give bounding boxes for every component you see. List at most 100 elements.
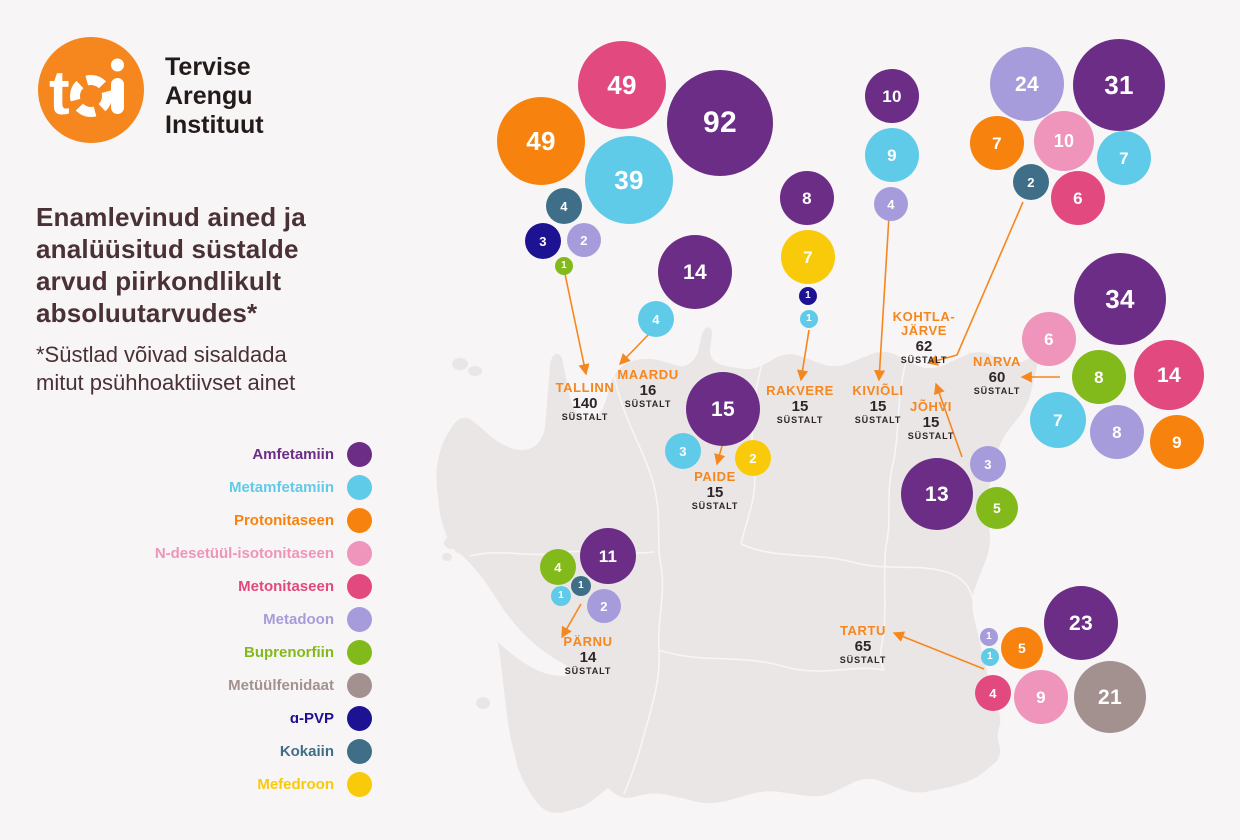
city-syringe-count: 62 [915, 338, 933, 355]
legend-color-dot [347, 574, 372, 599]
bubble-tartu-n_desetuul: 9 [1014, 670, 1068, 724]
bubble-tartu-metonitaseen: 4 [975, 675, 1011, 711]
bubble-pärnu-kokaiin: 1 [571, 576, 591, 596]
bubble-narva-n_desetuul: 6 [1022, 312, 1076, 366]
city-syringe-count: 15 [869, 398, 887, 415]
city-unit-label: SÜSTALT [900, 355, 948, 365]
legend-color-dot [347, 739, 372, 764]
city-label-tartu: TARTU 65 SÜSTALT [793, 624, 933, 666]
city-name: TALLINN [555, 380, 615, 395]
legend-item-amfetamiin: Amfetamiin [100, 438, 372, 471]
legend-color-dot [347, 706, 372, 731]
logo-letter-i-stem [111, 78, 124, 114]
bubble-kiviõli-metadoon: 4 [874, 187, 908, 221]
city-label-maardu: MAARDU 16 SÜSTALT [578, 368, 718, 410]
logo-letter-t: t [49, 59, 70, 128]
city-syringe-count: 15 [706, 484, 724, 501]
city-syringe-count: 15 [922, 414, 940, 431]
bubble-tallinn-protonitaseen: 49 [497, 97, 585, 185]
leader-line-kiviõli [874, 215, 890, 382]
legend-item-metuulfenidaat: Metüülfenidaat [100, 669, 372, 702]
bubble-tallinn-a_pvp: 3 [525, 223, 561, 259]
brand-line-3: Instituut [165, 111, 264, 139]
city-syringe-count: 65 [854, 638, 872, 655]
bubble-tallinn-metadoon: 2 [567, 223, 601, 257]
bubble-narva-metonitaseen: 14 [1134, 340, 1204, 410]
city-syringe-count: 16 [639, 382, 657, 399]
bubble-kohtla-järve-n_desetuul: 10 [1034, 111, 1094, 171]
legend-label: Amfetamiin [252, 446, 334, 463]
bubble-pärnu-buprenorfiin: 4 [540, 549, 576, 585]
bubble-jõhvi-metadoon: 3 [970, 446, 1006, 482]
city-unit-label: SÜSTALT [973, 386, 1021, 396]
bubble-rakvere-a_pvp: 1 [799, 287, 817, 305]
bubble-rakvere-metamfetamiin: 1 [800, 310, 818, 328]
leader-line-jõhvi [934, 382, 963, 458]
subtitle-line-2: mitut psühhoaktiivset ainet [36, 370, 296, 395]
logo-letter-i-dot [111, 58, 124, 72]
city-name: KOHTLA- [892, 309, 956, 324]
legend-item-a_pvp: ɑ-PVP [100, 702, 372, 735]
bubble-narva-buprenorfiin: 8 [1072, 350, 1126, 404]
legend-color-dot [347, 475, 372, 500]
leader-line-rakvere [797, 329, 810, 382]
bubble-narva-protonitaseen: 9 [1150, 415, 1204, 469]
leader-line-paide [714, 445, 726, 466]
title-line-3: arvud piirkondlikult [36, 266, 282, 296]
legend-label: N-desetüül-isotonitaseen [154, 545, 334, 562]
city-syringe-count: 140 [572, 395, 598, 412]
parnu-bay [456, 552, 570, 676]
legend-label: Metamfetamiin [228, 479, 334, 496]
legend-item-mefedroon: Mefedroon [100, 768, 372, 801]
title-line-1: Enamlevinud ained ja [36, 202, 306, 232]
legend-item-metonitaseen: Metonitaseen [100, 570, 372, 603]
city-label-pärnu: PÄRNU 14 SÜSTALT [518, 635, 658, 677]
bubble-kohtla-järve-metonitaseen: 6 [1051, 171, 1105, 225]
brand-name: Tervise Arengu Instituut [165, 53, 264, 140]
city-name: JÄRVE [900, 323, 948, 338]
bubble-pärnu-metadoon: 2 [587, 589, 621, 623]
brand-line-2: Arengu [165, 82, 253, 110]
leader-line-tartu [892, 631, 985, 670]
title-line-2: analüüsitud süstalde [36, 234, 299, 264]
bubble-tallinn-buprenorfiin: 1 [555, 257, 573, 275]
city-label-narva: NARVA 60 SÜSTALT [927, 355, 1067, 397]
bubble-narva-metamfetamiin: 7 [1030, 392, 1086, 448]
bubble-maardu-metamfetamiin: 4 [638, 301, 674, 337]
legend-color-dot [347, 673, 372, 698]
bubble-maardu-amfetamiin: 14 [658, 235, 732, 309]
city-unit-label: SÜSTALT [624, 399, 672, 409]
title-line-4: absoluutarvudes* [36, 298, 258, 328]
city-label-kohtla-järve: KOHTLA- JÄRVE 62 SÜSTALT [854, 310, 994, 366]
city-unit-label: SÜSTALT [776, 415, 824, 425]
bubble-kohtla-järve-metadoon: 24 [990, 47, 1064, 121]
city-unit-label: SÜSTALT [907, 431, 955, 441]
leader-line-kohtla-järve [926, 201, 1024, 366]
bubble-pärnu-amfetamiin: 11 [580, 528, 636, 584]
city-unit-label: SÜSTALT [839, 655, 887, 665]
bubble-tartu-metamfetamiin: 1 [981, 648, 999, 666]
bubble-pärnu-metamfetamiin: 1 [551, 586, 571, 606]
city-label-kiviõli: KIVIÕLI 15 SÜSTALT [808, 384, 948, 426]
bubble-narva-metadoon: 8 [1090, 405, 1144, 459]
bubble-tartu-metadoon: 1 [980, 628, 998, 646]
bubble-tartu-protonitaseen: 5 [1001, 627, 1043, 669]
city-name: MAARDU [617, 367, 679, 382]
city-unit-label: SÜSTALT [854, 415, 902, 425]
legend-color-dot [347, 541, 372, 566]
legend: Amfetamiin Metamfetamiin Protonitaseen N-de… [100, 438, 372, 801]
city-label-tallinn: TALLINN 140 SÜSTALT [515, 381, 655, 423]
bubble-kohtla-järve-metamfetamiin: 7 [1097, 131, 1151, 185]
logo-segmented-ring-icon [70, 75, 112, 117]
bubble-rakvere-mefedroon: 7 [781, 230, 835, 284]
page-subtitle: *Süstlad võivad sisaldada mitut psühhoak… [36, 341, 295, 397]
tai-logo: t [38, 37, 144, 143]
bubble-kiviõli-metamfetamiin: 9 [865, 128, 919, 182]
bubble-paide-mefedroon: 2 [735, 440, 771, 476]
bubble-kohtla-järve-amfetamiin: 31 [1073, 39, 1165, 131]
subtitle-line-1: *Süstlad võivad sisaldada [36, 342, 287, 367]
city-name: JÕHVI [909, 399, 952, 414]
